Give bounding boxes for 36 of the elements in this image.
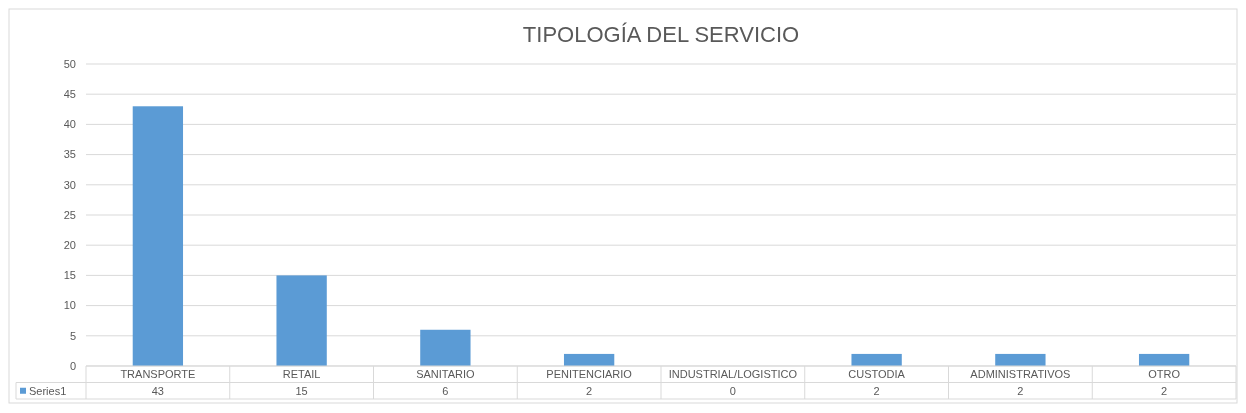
y-tick-label: 25 — [63, 208, 76, 221]
bar — [1138, 353, 1190, 366]
x-tick-label: INDUSTRIAL/LOGISTICO — [668, 368, 798, 381]
y-tick-label: 50 — [63, 57, 76, 70]
x-tick-label: ADMINISTRATIVOS — [970, 368, 1071, 381]
x-tick-label: TRANSPORTE — [120, 368, 196, 381]
bar — [420, 329, 471, 366]
y-tick-label: 15 — [63, 269, 76, 282]
data-label: 0 — [729, 384, 736, 397]
x-tick-label: RETAIL — [282, 368, 321, 381]
legend-label: Series1 — [29, 384, 67, 397]
x-tick-label: SANITARIO — [416, 368, 476, 381]
x-tick-label: PENITENCIARIO — [546, 368, 633, 381]
data-label: 2 — [873, 384, 880, 397]
bar — [132, 106, 184, 366]
y-tick-label: 0 — [69, 359, 76, 372]
y-tick-label: 40 — [63, 118, 76, 131]
x-tick-label: OTRO — [1148, 368, 1181, 381]
x-tick-label: CUSTODIA — [848, 368, 906, 381]
y-tick-label: 35 — [63, 148, 76, 161]
y-tick-label: 5 — [69, 329, 76, 342]
y-tick-label: 10 — [63, 299, 76, 312]
bar — [563, 353, 615, 366]
chart-title: TIPOLOGÍA DEL SERVICIO — [522, 22, 800, 47]
bar — [851, 353, 902, 366]
bar — [276, 275, 327, 366]
data-label: 6 — [442, 384, 449, 397]
data-label: 15 — [295, 384, 308, 397]
data-label: 2 — [1161, 384, 1168, 397]
y-tick-label: 30 — [63, 178, 76, 191]
bar — [995, 353, 1046, 366]
y-tick-label: 20 — [63, 239, 76, 252]
data-label: 2 — [586, 384, 593, 397]
y-tick-label: 45 — [63, 88, 76, 101]
data-label: 2 — [1017, 384, 1024, 397]
data-label: 43 — [151, 384, 164, 397]
